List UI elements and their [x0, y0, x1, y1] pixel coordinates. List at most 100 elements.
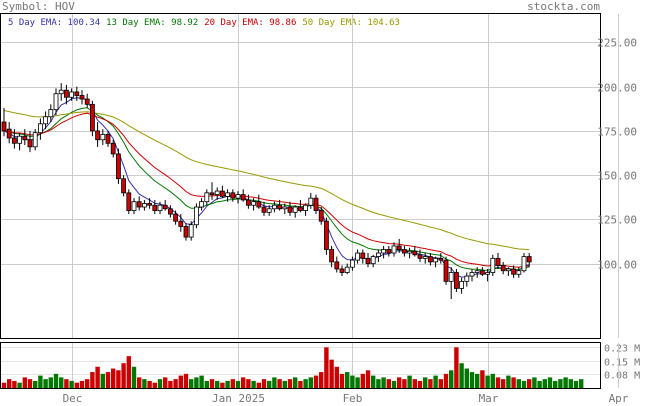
volume-bar	[423, 377, 428, 388]
price-tick-label: 225.00	[597, 37, 637, 50]
volume-bar	[38, 375, 43, 388]
candle-body	[11, 137, 17, 144]
candle-body	[53, 93, 59, 111]
candle-body	[271, 204, 277, 210]
candle-body	[490, 257, 496, 273]
volume-bar	[178, 375, 183, 388]
candle-body	[188, 224, 194, 238]
candle-body	[287, 206, 293, 213]
volume-bar	[355, 377, 360, 388]
volume-bar	[402, 379, 407, 388]
candle-body	[251, 201, 257, 206]
volume-bar	[215, 380, 220, 388]
price-tick-label: 125.00	[597, 214, 637, 227]
volume-bar	[298, 380, 303, 388]
candle-body	[318, 210, 324, 222]
volume-bar	[157, 379, 163, 388]
x-tick-label: Apr	[609, 392, 629, 405]
candle-body	[433, 257, 439, 263]
volume-bar	[563, 377, 568, 388]
ema-line-20	[3, 112, 530, 268]
volume-bar	[397, 377, 402, 388]
volume-bar	[12, 380, 17, 388]
candle-body	[469, 272, 475, 277]
candle-body	[245, 199, 251, 206]
candle-body	[141, 203, 147, 208]
volume-bar	[287, 379, 293, 388]
volume-bar	[438, 379, 443, 388]
volume-bar	[126, 356, 131, 388]
candle-body	[173, 213, 179, 222]
candle-body	[479, 270, 485, 275]
ema-line-13	[3, 107, 530, 271]
site-watermark: stockta.com	[527, 0, 600, 13]
candle-body	[147, 203, 153, 206]
volume-bar	[516, 379, 521, 388]
volume-bar	[43, 379, 48, 388]
candle-body	[365, 257, 371, 265]
volume-bar	[1, 382, 7, 388]
candle-body	[526, 256, 532, 263]
x-tick-label: Jan 2025	[212, 392, 265, 405]
volume-bar	[267, 380, 272, 388]
volume-bar	[490, 373, 495, 388]
volume-bar	[428, 379, 433, 388]
volume-bar	[48, 377, 53, 388]
candle-body	[505, 268, 511, 272]
candle-body	[266, 208, 272, 213]
candle-body	[152, 204, 158, 211]
ema-legend-item-0: 5 Day EMA: 100.34	[8, 18, 101, 28]
volume-bar	[553, 380, 558, 388]
volume-bar	[64, 379, 69, 388]
price-panel-frame	[0, 13, 601, 339]
candle-body	[32, 132, 38, 148]
volume-tick-label: 0.08 M	[604, 371, 640, 382]
candle-body	[204, 192, 210, 203]
x-tick-label: Dec	[63, 392, 83, 405]
candle-body	[401, 249, 407, 254]
candle-body	[79, 95, 85, 100]
candle-body	[344, 266, 350, 273]
volume-bar	[501, 379, 506, 388]
volume-bar	[511, 377, 516, 388]
candle-body	[157, 204, 163, 211]
volume-bar	[521, 380, 527, 388]
volume-bar	[558, 379, 563, 388]
volume-bar	[53, 373, 59, 388]
candle-body	[219, 190, 225, 197]
volume-bar	[537, 380, 542, 388]
volume-bar	[27, 379, 33, 388]
candle-body	[360, 252, 366, 259]
volume-bar	[74, 382, 79, 388]
candle-body	[396, 245, 402, 250]
volume-bar	[79, 380, 85, 388]
candle-body	[240, 194, 246, 201]
volume-bar	[85, 379, 90, 388]
candle-body	[48, 109, 54, 118]
volume-bar	[532, 377, 537, 388]
volume-bar	[579, 379, 584, 388]
volume-bar	[100, 373, 105, 388]
volume-bar	[116, 370, 121, 388]
volume-bar	[241, 377, 246, 388]
ema-legend-item-1: 13 Day EMA: 98.92	[106, 18, 199, 28]
candle-body	[443, 259, 449, 282]
candle-body	[100, 134, 106, 141]
volume-tick-label: 0.23 M	[604, 344, 640, 355]
ema-legend-item-2: 20 Day EMA: 98.86	[204, 18, 297, 28]
volume-bar	[339, 373, 345, 388]
volume-bar	[95, 366, 100, 388]
volume-bar	[547, 377, 553, 388]
x-tick-label: Mar	[479, 392, 499, 405]
volume-bar	[90, 372, 95, 388]
volume-bar	[386, 379, 391, 388]
candle-body	[339, 268, 345, 273]
volume-bar	[313, 375, 319, 388]
volume-bar	[235, 380, 241, 388]
volume-bar	[433, 375, 438, 388]
volume-bar	[17, 382, 22, 388]
volume-bar	[168, 380, 173, 388]
candle-body	[131, 201, 137, 211]
candle-body	[485, 272, 491, 275]
